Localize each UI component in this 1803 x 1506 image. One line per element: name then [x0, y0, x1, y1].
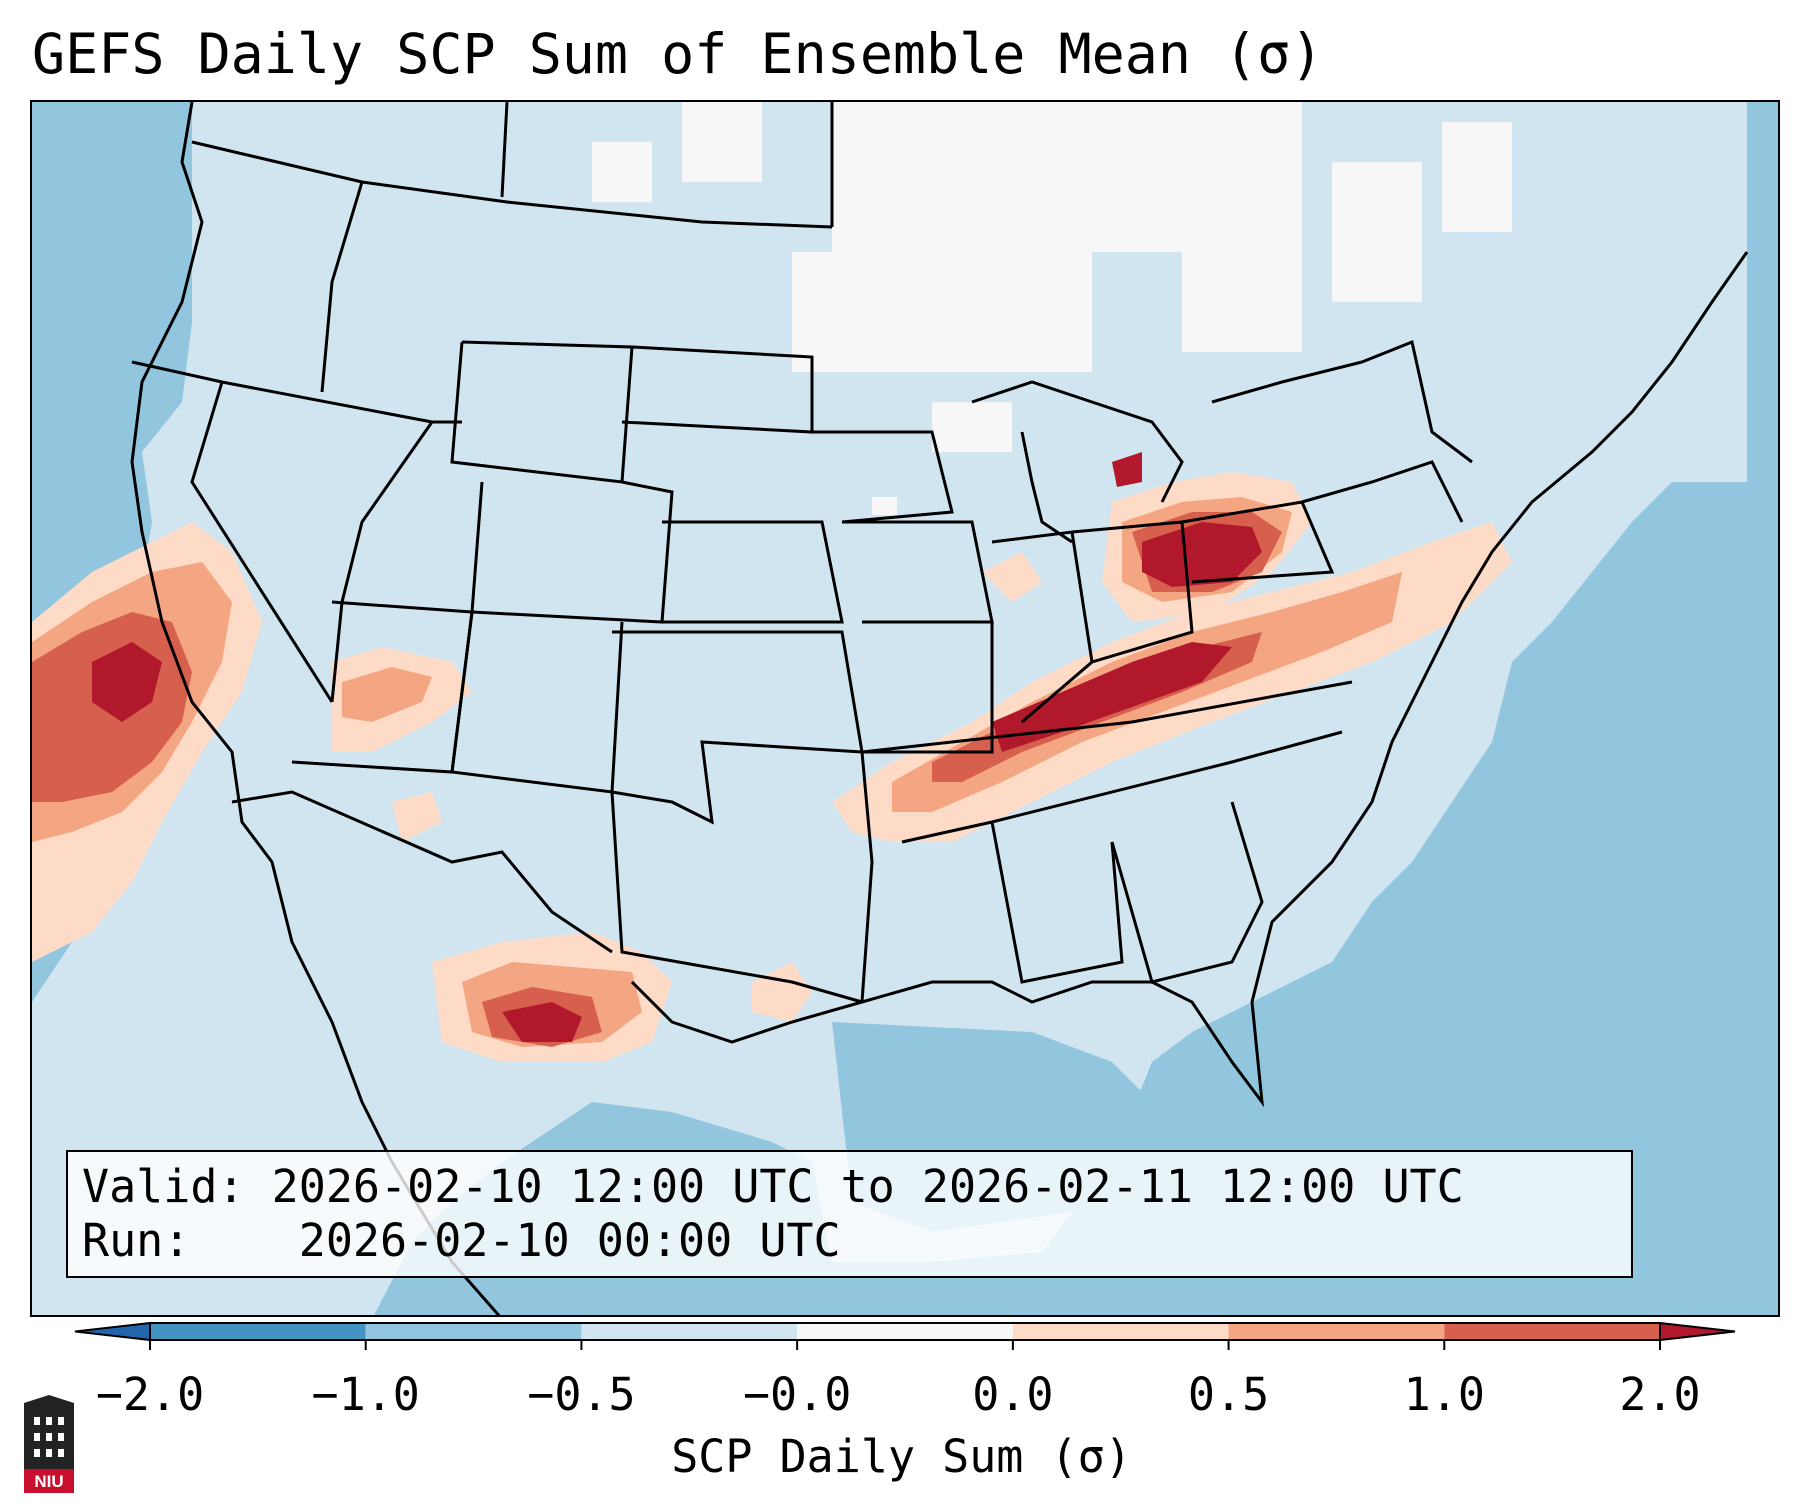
colorbar-tick-label: −1.0 [311, 1368, 420, 1421]
valid-label: Valid: [82, 1160, 245, 1213]
state-boundaries [131, 102, 1473, 1004]
valid-value: 2026-02-10 12:00 UTC to 2026-02-11 12:00… [271, 1160, 1464, 1213]
niu-logo: NIU [24, 1395, 74, 1493]
map-panel [30, 100, 1780, 1317]
scp-map [32, 102, 1778, 1315]
colorbar-label: SCP Daily Sum (σ) [671, 1430, 1132, 1483]
neutral-patches [592, 102, 1512, 515]
colorbar-segment [1228, 1323, 1445, 1340]
run-label: Run: [82, 1214, 191, 1267]
colorbar-tick-label: 0.5 [1187, 1368, 1270, 1421]
valid-time-box: Valid: 2026-02-10 12:00 UTC to 2026-02-1… [66, 1150, 1633, 1278]
colorbar-extend-low [74, 1321, 151, 1342]
page-title: GEFS Daily SCP Sum of Ensemble Mean (σ) [32, 22, 1324, 86]
colorbar-segment [1012, 1323, 1229, 1340]
colorbar-tick-label: 0.0 [972, 1368, 1054, 1421]
colorbar-segment [797, 1323, 1013, 1340]
positive-anomaly-max [92, 452, 1262, 1042]
coastlines [130, 102, 1749, 1315]
colorbar-tick-label: −2.0 [95, 1368, 205, 1421]
colorbar-tick-label: −0.5 [527, 1368, 636, 1421]
colorbar-tick-label: 2.0 [1619, 1368, 1701, 1421]
logo-text: NIU [34, 1472, 63, 1491]
colorbar-extend-high [1659, 1321, 1736, 1342]
colorbar-tick-label: −0.0 [742, 1368, 852, 1421]
colorbar-segment [581, 1323, 798, 1340]
colorbar-tick-label: 1.0 [1403, 1368, 1485, 1421]
colorbar-border [149, 1322, 1661, 1341]
run-value: 2026-02-10 00:00 UTC [298, 1214, 841, 1267]
colorbar-segment [1444, 1323, 1660, 1340]
colorbar-segment [150, 1323, 366, 1340]
colorbar-segment [365, 1323, 582, 1340]
